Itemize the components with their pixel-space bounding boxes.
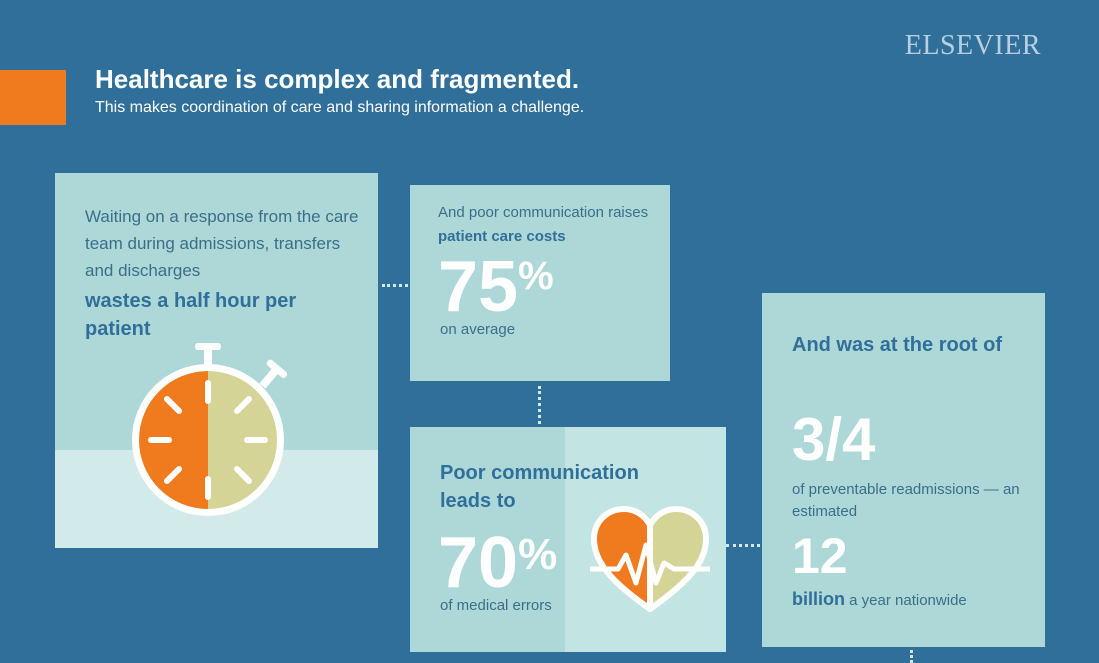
page-title: Healthcare is complex and fragmented. <box>95 64 580 94</box>
card-costs: And poor communication raises patient ca… <box>410 185 670 381</box>
card-costs-text: And poor communication raises patient ca… <box>438 201 658 249</box>
card-errors-heading: Poor communication leads to <box>440 462 639 512</box>
card-costs-number: 75 <box>438 247 519 327</box>
page-subtitle: This makes coordination of care and shar… <box>95 99 585 116</box>
card-readmissions: And was at the root of 3/4 of preventabl… <box>762 293 1045 647</box>
brand-logo: ELSEVIER <box>904 30 1041 61</box>
card-readmissions-heading: And was at the root of <box>792 334 1002 356</box>
card-costs-sub: on average <box>440 321 516 338</box>
connector-dots <box>382 284 408 287</box>
connector-dots <box>538 386 541 424</box>
stopwatch-icon <box>132 343 288 516</box>
card-waiting: Waiting on a response from the care team… <box>55 173 378 548</box>
card-costs-stat: 75% <box>438 251 554 323</box>
card-readmissions-line: billion a year nationwide <box>792 589 967 610</box>
card-costs-bold: patient care costs <box>438 228 566 245</box>
accent-tab <box>0 70 66 125</box>
connector-dots <box>910 650 913 663</box>
card-readmissions-bold: billion <box>792 589 845 609</box>
card-errors-number: 70 <box>438 523 519 603</box>
card-readmissions-number: 12 <box>792 528 848 584</box>
card-waiting-text: Waiting on a response from the care team… <box>85 207 359 280</box>
connector-dots <box>726 544 760 547</box>
card-errors: Poor communication leads to 70% of medic… <box>410 427 726 652</box>
card-errors-band <box>410 427 565 652</box>
card-errors-stat: 70% <box>438 527 557 599</box>
card-readmissions-tail: a year nationwide <box>849 592 967 609</box>
card-readmissions-fraction: 3/4 <box>792 406 876 473</box>
card-errors-unit: % <box>518 530 558 579</box>
card-errors-sub: of medical errors <box>440 597 552 614</box>
card-waiting-emphasis: wastes a half hour per patient <box>85 290 297 340</box>
card-costs-unit: % <box>518 254 554 298</box>
card-readmissions-sub: of preventable readmissions — an estimat… <box>792 481 1020 520</box>
card-costs-lead: And poor communication raises <box>438 204 649 221</box>
heart-pulse-icon <box>590 506 710 612</box>
